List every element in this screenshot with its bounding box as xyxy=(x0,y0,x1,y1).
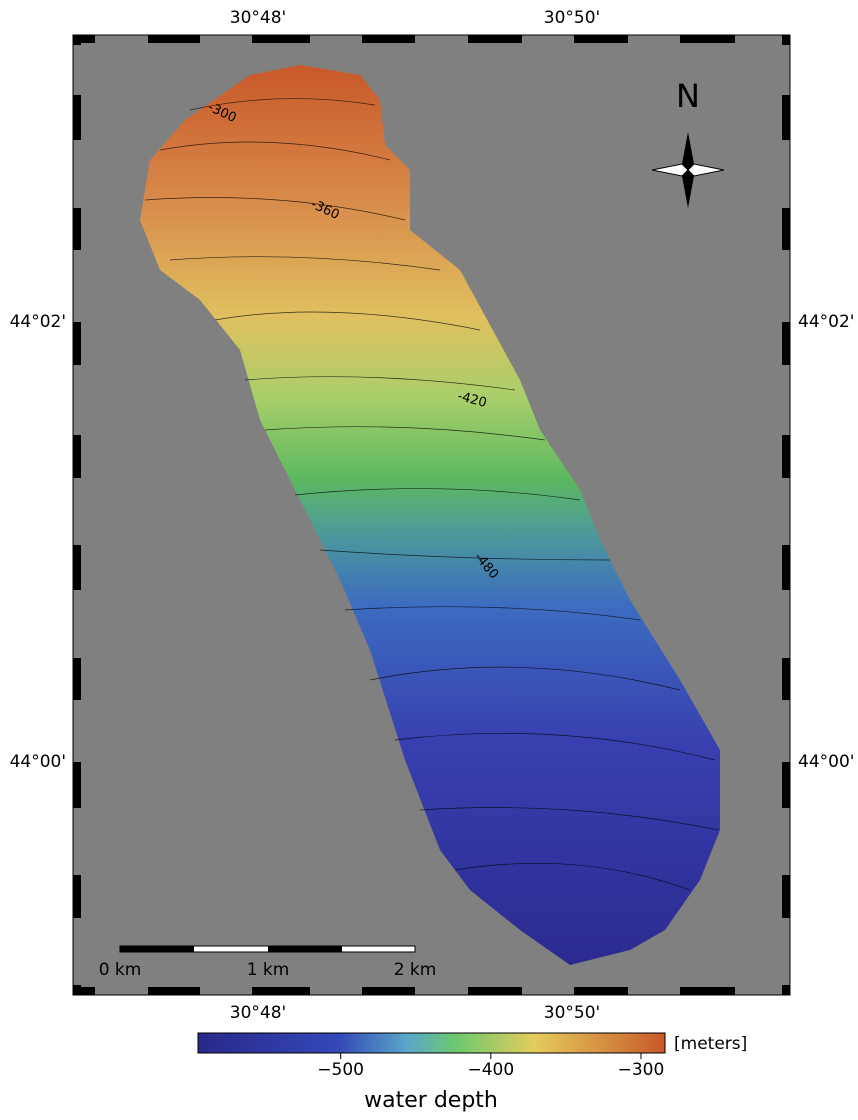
frame-segment xyxy=(80,987,95,995)
colorbar xyxy=(198,1033,665,1053)
scale-label: 2 km xyxy=(394,960,437,980)
lon-label: 30°48' xyxy=(230,8,286,28)
north-label: N xyxy=(676,77,700,115)
frame-segment xyxy=(680,987,735,995)
colorbar-ticks: −500 −400 −300 xyxy=(317,1053,664,1080)
lon-label: 30°48' xyxy=(230,1003,286,1023)
colorbar-title: water depth xyxy=(364,1088,498,1113)
frame-segment xyxy=(574,35,628,43)
frame-segment xyxy=(782,95,790,140)
frame-segment xyxy=(782,545,790,590)
frame-segment xyxy=(782,762,790,808)
colorbar-tick-label: −500 xyxy=(317,1060,364,1080)
frame-segment xyxy=(73,762,81,808)
frame-segment xyxy=(468,987,522,995)
frame-segment xyxy=(782,875,790,918)
frame-segment xyxy=(782,985,790,995)
lat-label: 44°02' xyxy=(10,312,66,332)
frame-segment xyxy=(782,322,790,365)
frame-segment xyxy=(680,35,735,43)
frame-segment xyxy=(362,35,415,43)
frame-segment xyxy=(252,35,310,43)
frame-segment xyxy=(782,35,790,45)
frame-segment xyxy=(782,208,790,250)
lat-label: 44°02' xyxy=(798,312,854,332)
frame-segment xyxy=(148,987,200,995)
frame-segment xyxy=(73,322,81,365)
frame-segment xyxy=(782,435,790,478)
frame-segment xyxy=(468,35,522,43)
frame-segment xyxy=(574,987,628,995)
lat-label: 44°00' xyxy=(798,752,854,772)
frame-segment xyxy=(73,545,81,590)
frame-segment xyxy=(73,95,81,140)
frame-segment xyxy=(252,987,310,995)
frame-segment xyxy=(80,35,95,43)
colorbar-tick-label: −300 xyxy=(618,1060,665,1080)
frame-segment xyxy=(73,875,81,918)
scale-label: 1 km xyxy=(247,960,290,980)
lat-label: 44°00' xyxy=(10,752,66,772)
lon-label: 30°50' xyxy=(544,8,600,28)
lon-label: 30°50' xyxy=(544,1003,600,1023)
frame-segment xyxy=(148,35,200,43)
frame-segment xyxy=(362,987,415,995)
frame-segment xyxy=(73,985,81,995)
scale-bar xyxy=(120,946,415,952)
colorbar-unit: [meters] xyxy=(674,1034,747,1054)
colorbar-tick-label: −400 xyxy=(467,1060,514,1080)
frame-segment xyxy=(73,208,81,250)
frame-segment xyxy=(73,435,81,478)
frame-segment xyxy=(73,658,81,700)
frame-segment xyxy=(782,658,790,700)
scale-label: 0 km xyxy=(99,960,142,980)
map-figure: -300 -360 -420 -480 N 0 km 1 km 2 km 30°… xyxy=(0,0,858,1120)
frame-segment xyxy=(73,35,81,45)
